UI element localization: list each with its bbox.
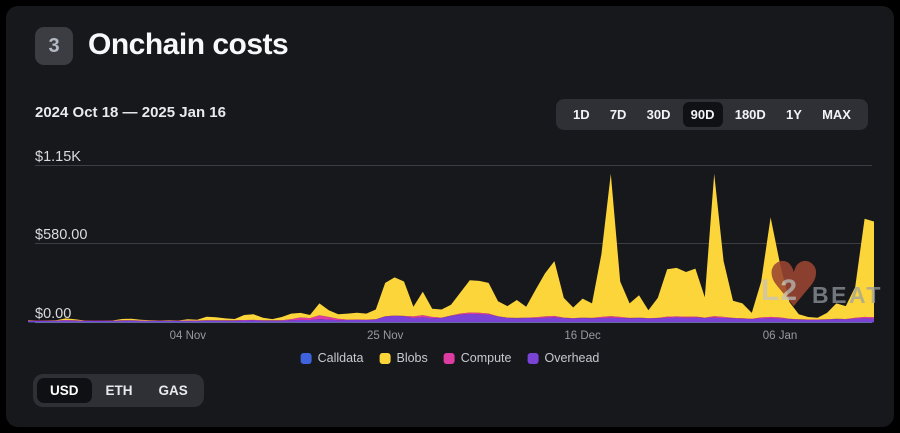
time-range-30d[interactable]: 30D [646,107,671,122]
unit-toggle-gas[interactable]: GAS [158,383,188,398]
date-range-label: 2024 Oct 18 — 2025 Jan 16 [35,104,226,121]
time-range-selector: 1D 7D 30D 90D 180D 1Y MAX [556,99,868,130]
legend-swatch-blobs [379,352,391,364]
legend-item-overhead[interactable]: Overhead [527,351,599,365]
x-axis-tick-16-dec: 16 Dec [564,330,601,342]
legend-label: Overhead [544,351,600,365]
gridline-1150 [35,165,872,166]
unit-toggle-usd[interactable]: USD [37,378,92,403]
unit-toggle: USD ETH GAS [33,374,204,407]
page-title: Onchain costs [88,28,289,61]
legend-item-compute[interactable]: Compute [443,351,512,365]
time-range-max[interactable]: MAX [822,107,851,122]
legend-item-blobs[interactable]: Blobs [379,351,428,365]
legend-swatch-compute [443,352,455,364]
time-range-180d[interactable]: 180D [734,107,766,122]
time-range-7d[interactable]: 7D [609,107,627,122]
x-axis-tick-25-nov: 25 Nov [366,330,404,342]
heart-icon: ♥ [766,248,822,321]
legend-swatch-calldata [300,352,312,364]
legend-label: Calldata [317,351,364,365]
onchain-costs-card: 3 Onchain costs 2024 Oct 18 — 2025 Jan 1… [6,6,894,427]
y-axis-label-mid: $580.00 [35,227,88,243]
cost-chart-svg[interactable] [28,150,874,324]
section-number-badge: 3 [35,27,73,65]
unit-toggle-eth[interactable]: ETH [105,383,133,398]
x-axis-tick-06-jan: 06 Jan [762,330,798,342]
time-range-1y[interactable]: 1Y [785,107,802,122]
legend-swatch-overhead [527,352,539,364]
y-axis-label-zero: $0.00 [35,306,72,322]
watermark-beat-text: BEAT [812,282,883,308]
time-range-90d[interactable]: 90D [682,102,723,127]
time-range-1d[interactable]: 1D [573,107,590,122]
gridline-580 [35,243,872,244]
area-series-blobs [28,173,874,321]
watermark-l2-text: L2 [761,274,799,307]
legend-label: Blobs [396,351,428,365]
y-axis-label-top: $1.15K [35,149,81,165]
legend-label: Compute [460,351,512,365]
chart-legend: Calldata Blobs Compute Overhead [300,351,599,365]
x-axis-tick-04-nov: 04 Nov [169,330,207,342]
area-series-overhead [28,313,874,323]
l2beat-watermark: ♥ L2 BEAT [748,248,888,344]
legend-item-calldata[interactable]: Calldata [300,351,364,365]
